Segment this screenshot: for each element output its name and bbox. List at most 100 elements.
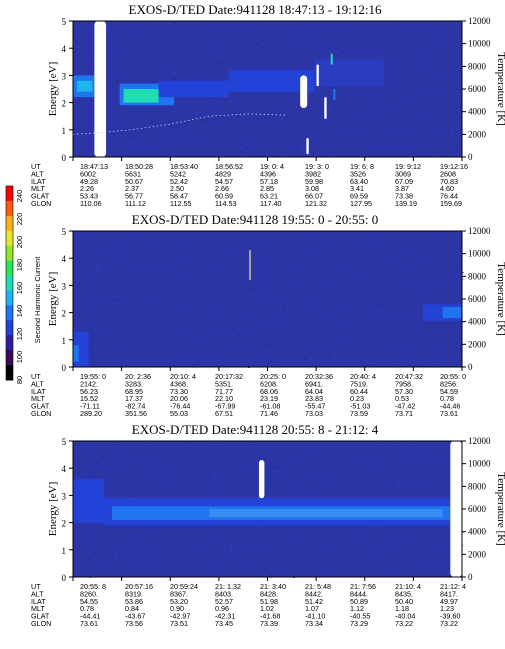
y-right-tick-label: 12000 xyxy=(468,226,491,236)
noise-speck xyxy=(307,67,310,69)
noise-speck xyxy=(120,111,123,113)
noise-speck xyxy=(316,88,319,90)
ephemeris-value: 56.23 xyxy=(80,387,98,396)
noise-speck xyxy=(348,444,351,446)
noise-speck xyxy=(263,21,266,23)
ephemeris-value: 54.59 xyxy=(440,387,458,396)
noise-speck xyxy=(265,563,267,565)
noise-speck xyxy=(224,128,227,130)
noise-speck xyxy=(254,544,257,546)
noise-speck xyxy=(111,81,114,83)
ephemeris-value: 73.61 xyxy=(80,619,98,628)
noise-speck xyxy=(433,350,436,352)
noise-speck xyxy=(313,42,316,44)
noise-speck xyxy=(118,328,120,330)
noise-speck xyxy=(280,119,283,121)
noise-speck xyxy=(112,251,115,253)
noise-speck xyxy=(187,47,190,49)
noise-speck xyxy=(232,568,235,570)
noise-speck xyxy=(184,140,187,142)
noise-speck xyxy=(79,258,82,260)
ephemeris-value: 2608 xyxy=(440,169,456,178)
noise-speck xyxy=(238,549,241,551)
noise-speck xyxy=(193,539,196,541)
noise-speck xyxy=(356,140,359,141)
noise-speck xyxy=(416,268,419,270)
noise-speck xyxy=(182,338,184,340)
noise-speck xyxy=(286,305,289,307)
ephemeris-value: 20:47:32 xyxy=(395,372,423,381)
ephemeris-row-label: GLON xyxy=(31,409,51,418)
noise-speck xyxy=(143,474,146,476)
noise-speck xyxy=(420,261,423,263)
panel-2: EXOS-D/TED Date:941128 19:55: 0 - 20:55:… xyxy=(31,212,505,418)
noise-speck xyxy=(373,476,376,478)
noise-speck xyxy=(269,345,272,347)
noise-speck xyxy=(392,315,395,317)
noise-speck xyxy=(446,482,449,484)
ephemeris-value: 20:55: 8 xyxy=(80,582,106,591)
noise-speck xyxy=(164,354,167,356)
noise-speck xyxy=(393,44,396,46)
noise-speck xyxy=(74,317,77,319)
noise-speck xyxy=(359,258,361,260)
noise-speck xyxy=(439,235,441,237)
noise-speck xyxy=(282,335,285,336)
y-tick-label: 5 xyxy=(62,437,67,447)
noise-speck xyxy=(448,37,451,39)
noise-speck xyxy=(105,130,108,132)
noise-speck xyxy=(351,527,354,529)
ephemeris-value: 73.39 xyxy=(260,619,278,628)
noise-speck xyxy=(140,333,143,335)
noise-speck xyxy=(177,352,180,354)
data-band xyxy=(76,80,93,92)
ephemeris-value: -42.31 xyxy=(215,612,235,621)
noise-speck xyxy=(169,543,172,545)
noise-speck xyxy=(430,527,433,529)
noise-speck xyxy=(281,535,284,537)
ephemeris-value: 289.20 xyxy=(80,409,102,418)
ephemeris-value: 73.51 xyxy=(170,619,188,628)
noise-speck xyxy=(333,358,336,360)
noise-speck xyxy=(246,347,249,349)
noise-speck xyxy=(137,34,140,35)
noise-speck xyxy=(420,446,423,448)
noise-speck xyxy=(262,128,265,130)
noise-speck xyxy=(209,468,212,470)
noise-speck xyxy=(271,109,274,111)
noise-speck xyxy=(349,352,352,354)
noise-speck xyxy=(454,154,457,156)
noise-speck xyxy=(129,353,132,355)
noise-speck xyxy=(255,353,258,355)
noise-speck xyxy=(446,256,449,258)
noise-speck xyxy=(140,148,143,150)
noise-speck xyxy=(206,107,209,109)
noise-speck xyxy=(371,105,374,107)
noise-speck xyxy=(106,269,109,271)
noise-speck xyxy=(162,308,165,310)
noise-speck xyxy=(452,61,455,62)
noise-speck xyxy=(281,281,284,283)
noise-speck xyxy=(174,72,177,74)
noise-speck xyxy=(145,119,148,121)
ephemeris-value: -76.44 xyxy=(170,402,190,411)
noise-speck xyxy=(188,305,191,307)
y-tick-label: 3 xyxy=(62,491,67,501)
noise-speck xyxy=(315,309,318,311)
noise-speck xyxy=(441,480,444,482)
noise-speck xyxy=(443,236,446,238)
ephemeris-row-label: MLT xyxy=(31,604,45,613)
noise-speck xyxy=(145,542,148,544)
noise-speck xyxy=(335,302,338,304)
noise-speck xyxy=(249,461,252,463)
noise-speck xyxy=(228,330,231,332)
y-tick-label: 0 xyxy=(62,573,67,583)
noise-speck xyxy=(199,357,202,359)
noise-speck xyxy=(409,88,412,90)
ephemeris-value: 5351. xyxy=(215,379,233,388)
noise-speck xyxy=(116,295,119,297)
noise-speck xyxy=(372,492,375,494)
ephemeris-value: 6002 xyxy=(80,169,96,178)
noise-speck xyxy=(318,325,321,327)
noise-speck xyxy=(270,123,272,125)
